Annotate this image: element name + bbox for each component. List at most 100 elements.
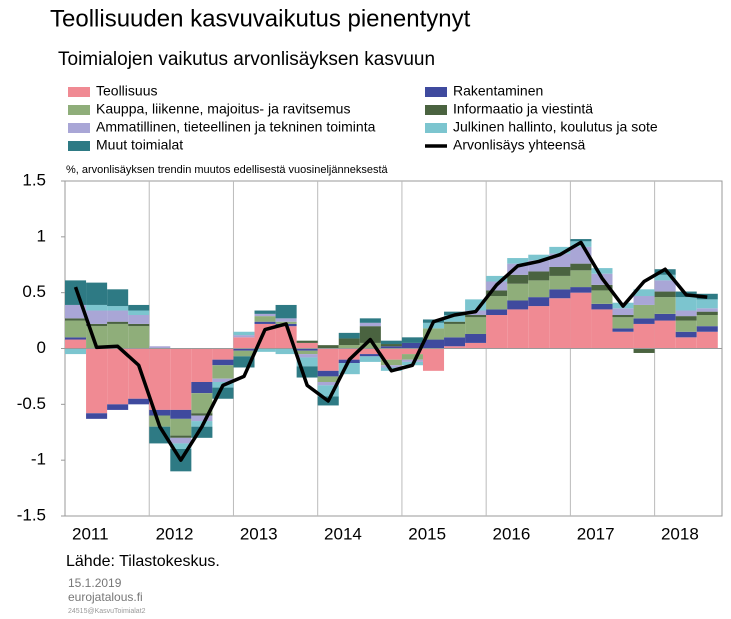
bar-segment: [170, 409, 192, 419]
total-line: [73, 240, 708, 462]
bar-segment: [296, 350, 318, 355]
bar-segment: [654, 313, 676, 321]
bar-segment: [296, 354, 318, 358]
bar-segment: [444, 321, 466, 324]
legend-label: Arvonlisäys yhteensä: [453, 137, 586, 153]
bar-segment: [233, 331, 255, 336]
bar-segment: [254, 321, 276, 324]
legend-label: Informaatio ja viestintä: [453, 101, 593, 117]
bar-segment: [107, 348, 129, 405]
bar-segment: [696, 308, 718, 312]
bar-segment: [296, 357, 318, 367]
bar-segment: [254, 316, 276, 322]
bar-segment: [675, 310, 697, 317]
bar-segment: [528, 271, 550, 281]
bar-segment: [465, 317, 487, 334]
bar-segment: [359, 356, 381, 362]
bar-segment: [359, 348, 381, 355]
bar-segment: [86, 413, 108, 419]
bar-segment: [486, 309, 508, 315]
bar-segment: [233, 356, 255, 368]
bar-segment: [444, 315, 466, 322]
bar-segment: [128, 304, 150, 311]
bar-segment: [549, 266, 571, 276]
legend-label: Julkinen hallinto, koulutus ja sote: [453, 119, 658, 135]
bar-segment: [275, 348, 297, 355]
bar-segment: [444, 337, 466, 347]
bar-segment: [191, 413, 213, 416]
bar-segment: [612, 315, 634, 318]
bar-segment: [696, 315, 718, 327]
bar-segment: [422, 328, 445, 340]
bar-segment: [149, 415, 171, 427]
bar-segment: [233, 337, 255, 349]
bar-segment: [633, 289, 655, 297]
bar-segment: [654, 320, 676, 349]
bar-segment: [633, 323, 655, 349]
date: 15.1.2019: [68, 576, 122, 590]
bar-segment: [317, 376, 339, 382]
bar-segment: [486, 296, 508, 310]
bar-segment: [528, 297, 550, 307]
legend-swatch: [425, 123, 447, 133]
bar-segment: [549, 246, 571, 254]
legend-label: Kauppa, liikenne, majoitus- ja ravitsemu…: [96, 101, 350, 117]
legend-swatch: [68, 87, 90, 97]
chart-subtitle: Toimialojen vaikutus arvonlisäyksen kasv…: [58, 49, 435, 70]
bar-segment: [191, 415, 213, 422]
bar-segment: [212, 365, 234, 379]
bar-segment: [591, 309, 613, 349]
x-tick-label: 2011: [72, 524, 109, 543]
bar-segment: [465, 333, 487, 343]
x-tick-label: 2012: [156, 524, 194, 543]
bar-segment: [296, 348, 318, 351]
bar-segment: [359, 354, 381, 357]
y-tick-label: -0.5: [17, 394, 46, 413]
bar-segment: [401, 354, 423, 360]
bar-segment: [128, 326, 150, 349]
bar-segment: [170, 418, 192, 436]
y-tick-label: 1.5: [22, 170, 46, 189]
bar-segment: [86, 282, 108, 305]
bar-segment: [317, 370, 339, 377]
bar-segment: [675, 331, 697, 338]
legend-swatch: [68, 141, 90, 151]
bar-segment: [107, 289, 129, 307]
bar-segment: [570, 263, 592, 271]
bar-segment: [507, 263, 529, 275]
bar-segment: [507, 258, 529, 264]
bar-segment: [696, 299, 718, 309]
bar-segment: [422, 339, 445, 349]
bar-segment: [633, 296, 655, 305]
bar-segment: [275, 318, 297, 322]
bar-segment: [507, 300, 529, 310]
bar-segment: [65, 318, 87, 321]
y-tick-label: 0: [37, 338, 46, 357]
x-tick-label: 2015: [408, 524, 446, 543]
bar-segment: [549, 275, 571, 290]
bar-segment: [570, 270, 592, 288]
bar-segment: [149, 409, 171, 416]
bar-segment: [359, 322, 381, 327]
bar-segment: [507, 309, 529, 349]
bar-segment: [254, 310, 276, 314]
bar-segment: [338, 363, 360, 375]
bar-segment: [591, 290, 613, 304]
bar-segment: [107, 404, 129, 410]
bar-segment: [465, 299, 487, 311]
legend-swatch: [68, 105, 90, 115]
x-tick-label: 2016: [493, 524, 531, 543]
bar-segment: [444, 346, 466, 349]
bar-segment: [107, 321, 129, 324]
bar-segment: [528, 306, 550, 349]
bar-segment: [612, 308, 634, 315]
bar-segment: [254, 348, 276, 352]
bar-segment: [212, 387, 234, 399]
bar-segment: [696, 311, 718, 315]
bar-segment: [465, 315, 487, 318]
bar-segment: [401, 337, 423, 343]
bar-segment: [654, 291, 676, 298]
bar-segment: [170, 435, 192, 438]
legend-label: Muut toimialat: [96, 137, 183, 153]
